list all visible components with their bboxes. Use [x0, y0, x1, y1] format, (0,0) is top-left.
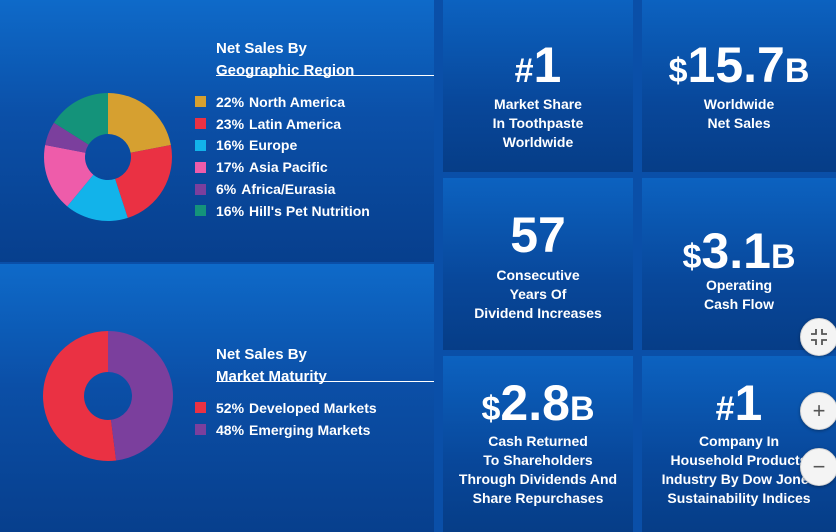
stat-tile-dividend-years: 57 Consecutive Years Of Dividend Increases	[443, 178, 633, 350]
market-maturity-panel: Net Sales By Market Maturity 52% Develope…	[0, 264, 434, 532]
market-maturity-donut	[43, 331, 174, 461]
donut-slice-emerging-markets	[108, 331, 174, 461]
stat-tile-toothpaste-share: #1 Market Share In Toothpaste Worldwide	[443, 0, 633, 172]
stat-value: $2.8B	[481, 375, 595, 431]
legend-swatch	[195, 402, 206, 414]
legend-swatch	[195, 139, 206, 151]
legend-swatch	[195, 424, 206, 436]
legend-item: 16% Europe	[195, 135, 370, 157]
donut-slice-hill-s-pet-nutrition	[53, 93, 108, 145]
legend-label: North America	[249, 93, 345, 110]
geographic-region-donut	[44, 93, 172, 221]
legend-label: Emerging Markets	[249, 421, 371, 438]
collapse-icon	[811, 329, 827, 345]
minus-icon: −	[812, 454, 826, 479]
legend-value: 22%	[216, 93, 245, 110]
geographic-region-title: Net Sales By Geographic Region	[216, 38, 354, 82]
legend-value: 52%	[216, 399, 245, 416]
legend-label: Developed Markets	[249, 399, 377, 416]
legend-item: 23% Latin America	[195, 113, 370, 135]
legend-item: 16% Hill's Pet Nutrition	[195, 200, 370, 222]
geographic-region-legend: 22% North America 23% Latin America 16% Europ…	[195, 91, 370, 222]
stat-tile-sustainability-rank: #1 Company In Household Products Industry …	[642, 356, 836, 532]
legend-swatch	[195, 118, 206, 130]
stat-description: Company In Household Products Industry By …	[661, 433, 817, 506]
stat-description: Cash Returned To Shareholders Through Divi…	[458, 433, 618, 506]
donut-slice-latin-america	[115, 145, 172, 218]
zoom-out-button[interactable]: −	[800, 448, 836, 486]
legend-item: 48% Emerging Markets	[195, 419, 377, 441]
legend-label: Europe	[249, 137, 298, 154]
legend-label: Asia Pacific	[249, 159, 328, 176]
legend-label: Africa/Eurasia	[241, 181, 336, 198]
stat-description: Market Share In Toothpaste Worldwide	[492, 96, 584, 150]
market-maturity-title: Net Sales By Market Maturity	[216, 344, 327, 388]
stat-value: #1	[514, 37, 562, 93]
market-maturity-legend: 52% Developed Markets 48% Emerging Markets	[195, 397, 377, 441]
legend-value: 16%	[216, 202, 245, 219]
legend-item: 6% Africa/Eurasia	[195, 178, 370, 200]
donut-slice-north-america	[108, 93, 171, 153]
legend-item: 22% North America	[195, 91, 370, 113]
legend-value: 17%	[216, 159, 245, 176]
collapse-button[interactable]	[800, 318, 836, 356]
legend-swatch	[195, 96, 206, 108]
legend-swatch	[195, 205, 206, 217]
stat-tile-cash-returned: $2.8B Cash Returned To Shareholders Throug…	[443, 356, 633, 532]
legend-item: 52% Developed Markets	[195, 397, 377, 419]
legend-value: 16%	[216, 137, 245, 154]
stat-value: #1	[715, 375, 763, 431]
stat-value: $15.7B	[668, 37, 810, 93]
legend-value: 23%	[216, 115, 245, 132]
stat-value: 57	[510, 207, 566, 263]
legend-value: 48%	[216, 421, 245, 438]
legend-swatch	[195, 183, 206, 195]
stat-description: Worldwide Net Sales	[703, 96, 775, 131]
plus-icon: +	[812, 398, 826, 423]
title-line-2: Market Maturity	[216, 368, 327, 385]
legend-item: 17% Asia Pacific	[195, 156, 370, 178]
title-underline	[216, 381, 434, 382]
title-underline	[216, 75, 434, 76]
stat-description: Consecutive Years Of Dividend Increases	[474, 267, 602, 321]
title-line-2: Geographic Region	[216, 62, 355, 79]
donut-slice-europe	[67, 174, 128, 221]
legend-label: Latin America	[249, 115, 342, 132]
donut-slice-africa-eurasia	[45, 122, 89, 153]
zoom-in-button[interactable]: +	[800, 392, 836, 430]
title-line-1: Net Sales By	[216, 346, 307, 363]
legend-swatch	[195, 161, 206, 173]
title-line-1: Net Sales By	[216, 40, 307, 57]
legend-label: Hill's Pet Nutrition	[249, 202, 370, 219]
geographic-region-panel: Net Sales By Geographic Region 22% North …	[0, 0, 434, 262]
stat-tile-operating-cash-flow: $3.1B Operating Cash Flow	[642, 178, 836, 350]
donut-slice-developed-markets	[43, 331, 117, 461]
donut-slice-asia-pacific	[44, 145, 94, 207]
stat-value: $3.1B	[682, 223, 796, 279]
legend-value: 6%	[216, 181, 237, 198]
stat-tile-net-sales: $15.7B Worldwide Net Sales	[642, 0, 836, 172]
stat-description: Operating Cash Flow	[703, 277, 774, 312]
